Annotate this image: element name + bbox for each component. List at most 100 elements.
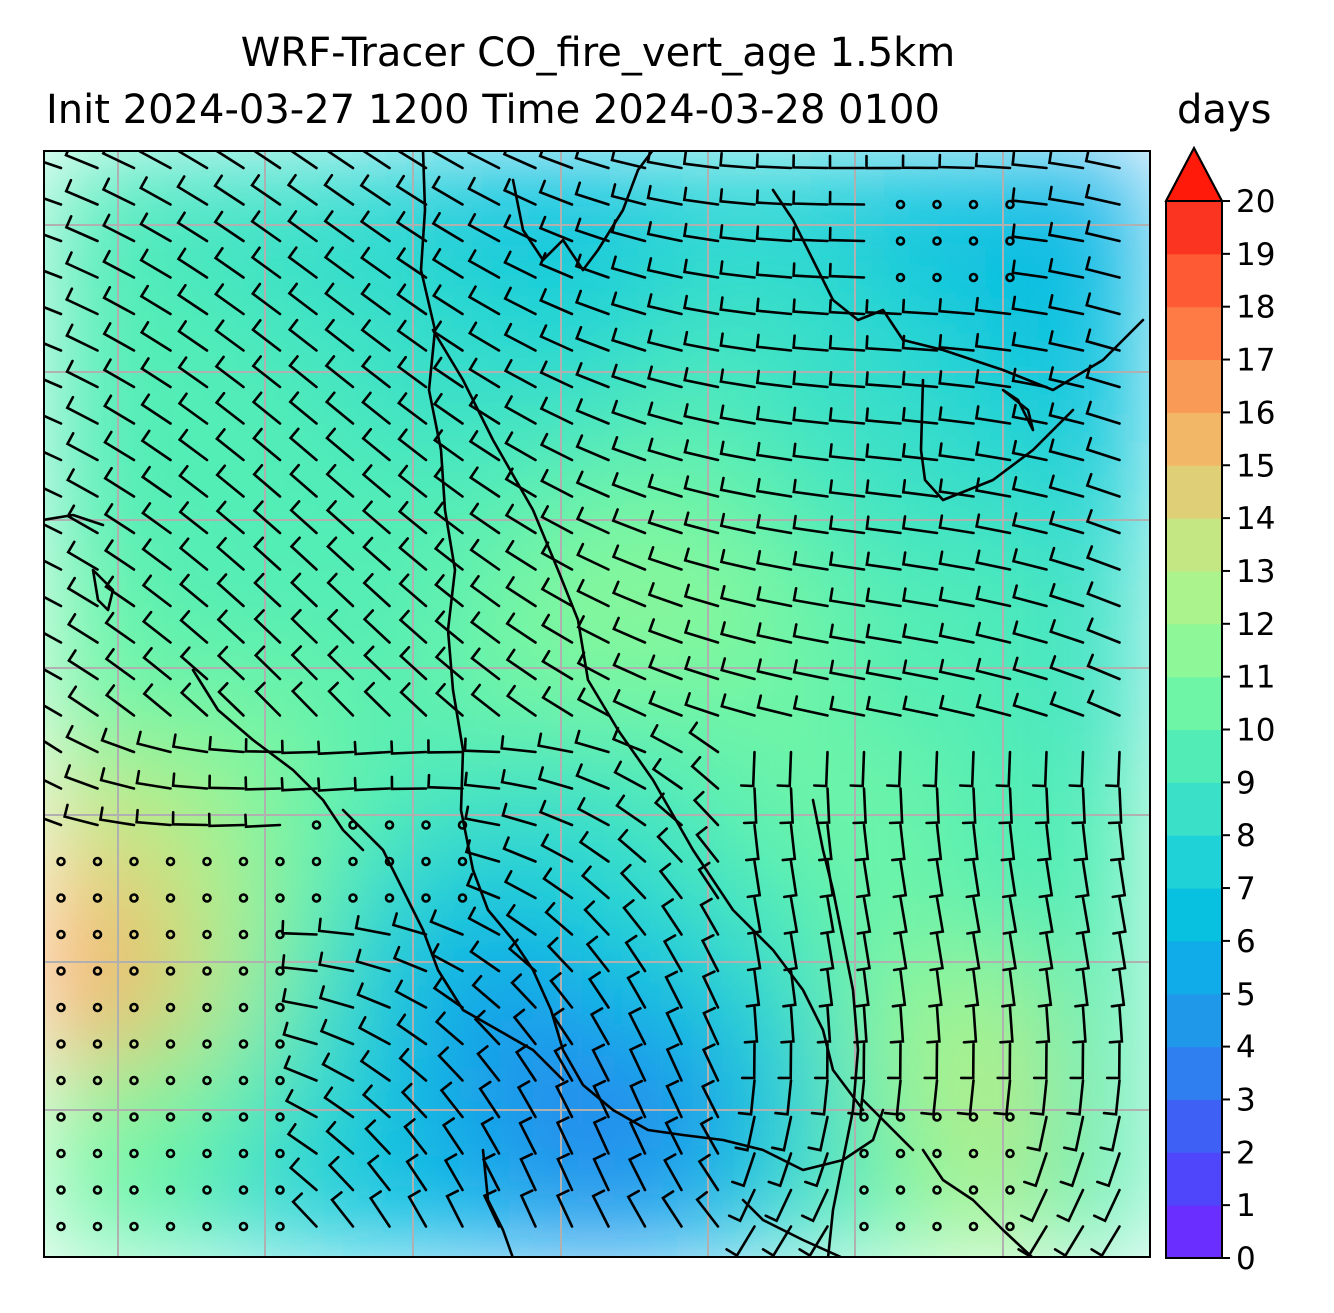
wind-barb bbox=[770, 1115, 793, 1152]
wind-barb bbox=[355, 948, 391, 973]
wind-barb bbox=[1092, 1188, 1121, 1223]
wind-barb bbox=[63, 764, 99, 790]
wind-barb bbox=[974, 333, 1012, 352]
field-cell bbox=[344, 1156, 447, 1258]
wind-barb bbox=[761, 1225, 793, 1258]
calm-marker bbox=[202, 1039, 212, 1049]
wind-barb bbox=[251, 391, 282, 425]
wind-barb bbox=[974, 296, 1012, 316]
wind-barb bbox=[925, 787, 940, 825]
field-cell bbox=[243, 652, 347, 756]
wind-barb bbox=[1011, 295, 1048, 316]
wind-barb bbox=[720, 621, 756, 644]
wind-barb bbox=[792, 370, 829, 389]
wind-barb bbox=[1075, 933, 1090, 972]
wind-barb bbox=[647, 582, 683, 608]
calm-marker bbox=[129, 856, 139, 867]
field-cell bbox=[847, 551, 951, 655]
wind-barb bbox=[391, 912, 428, 936]
wind-barb bbox=[1084, 256, 1121, 279]
wind-barb bbox=[208, 774, 245, 790]
wind-barb bbox=[938, 622, 975, 644]
calm-marker bbox=[129, 893, 139, 903]
field-cell bbox=[948, 753, 1052, 857]
wind-barb bbox=[682, 186, 720, 206]
calm-marker bbox=[1005, 1185, 1015, 1195]
wind-barb bbox=[177, 356, 209, 389]
wind-barb bbox=[719, 404, 756, 425]
wind-barb bbox=[719, 296, 756, 316]
wind-barb bbox=[1048, 330, 1085, 352]
wind-barb bbox=[828, 226, 866, 243]
calm-marker bbox=[129, 929, 139, 940]
wind-barb bbox=[611, 363, 647, 389]
wind-barb bbox=[922, 750, 939, 788]
field-cell bbox=[847, 1156, 951, 1258]
wind-barb bbox=[1104, 750, 1121, 788]
wind-barb bbox=[740, 1042, 756, 1080]
wind-barb bbox=[427, 739, 464, 754]
calm-marker bbox=[968, 1112, 979, 1122]
field-cell bbox=[646, 350, 750, 454]
wind-barb bbox=[1059, 1152, 1085, 1188]
wind-barb bbox=[683, 655, 720, 681]
wind-barb bbox=[539, 396, 574, 425]
wind-barb bbox=[361, 391, 391, 425]
wind-barb bbox=[250, 174, 282, 206]
field-cell bbox=[747, 451, 850, 554]
wind-barb bbox=[1048, 294, 1085, 316]
wind-barb bbox=[213, 174, 245, 206]
wind-barb bbox=[512, 1008, 537, 1046]
wind-barb bbox=[828, 371, 866, 389]
wind-barb bbox=[1096, 1152, 1121, 1188]
colorbar-band bbox=[1166, 940, 1222, 995]
wind-barb bbox=[519, 1152, 537, 1192]
wind-barb bbox=[695, 1191, 720, 1228]
wind-barb bbox=[852, 787, 867, 825]
wind-barb bbox=[171, 733, 209, 754]
wind-barb bbox=[433, 537, 464, 571]
wind-barb bbox=[576, 615, 610, 644]
calm-marker bbox=[895, 1148, 906, 1159]
wind-barb bbox=[699, 1116, 720, 1155]
calm-marker bbox=[859, 1148, 869, 1159]
calm-marker bbox=[457, 820, 468, 830]
wind-barb bbox=[102, 286, 136, 316]
wind-barb bbox=[591, 1189, 610, 1228]
field-cell bbox=[43, 753, 145, 857]
wind-barb bbox=[216, 609, 245, 644]
wind-barb bbox=[176, 247, 209, 279]
wind-barb bbox=[961, 787, 977, 825]
wind-barb bbox=[856, 896, 872, 935]
wind-barb bbox=[427, 773, 464, 790]
wind-barb bbox=[43, 414, 63, 425]
wind-barb bbox=[1011, 259, 1048, 279]
wind-barb bbox=[554, 1080, 574, 1119]
wind-barb bbox=[1085, 509, 1121, 535]
field-cell bbox=[1049, 551, 1151, 655]
wind-barb bbox=[683, 475, 720, 498]
colorbar-band bbox=[1166, 570, 1222, 625]
wind-barb bbox=[1002, 896, 1018, 935]
wind-barb bbox=[555, 1116, 574, 1155]
wind-barb bbox=[792, 442, 829, 462]
wind-barb bbox=[433, 465, 464, 498]
wind-barb bbox=[432, 320, 464, 352]
calm-marker bbox=[92, 1221, 103, 1232]
calm-marker bbox=[56, 856, 66, 867]
wind-barb bbox=[619, 863, 647, 900]
wind-barb bbox=[1011, 439, 1048, 462]
wind-barb bbox=[1048, 402, 1085, 425]
wind-barb bbox=[1011, 187, 1048, 206]
colorbar-band bbox=[1166, 465, 1222, 519]
wind-barb bbox=[725, 1225, 756, 1258]
wind-barb bbox=[397, 428, 428, 462]
field-cell bbox=[243, 451, 347, 554]
wind-barb bbox=[807, 1115, 829, 1152]
calm-marker bbox=[129, 1039, 139, 1049]
wind-barb bbox=[284, 1089, 318, 1119]
wind-barb bbox=[283, 1055, 318, 1082]
wind-barb bbox=[540, 468, 574, 498]
wind-barb bbox=[473, 1009, 501, 1046]
wind-barb bbox=[43, 377, 63, 389]
